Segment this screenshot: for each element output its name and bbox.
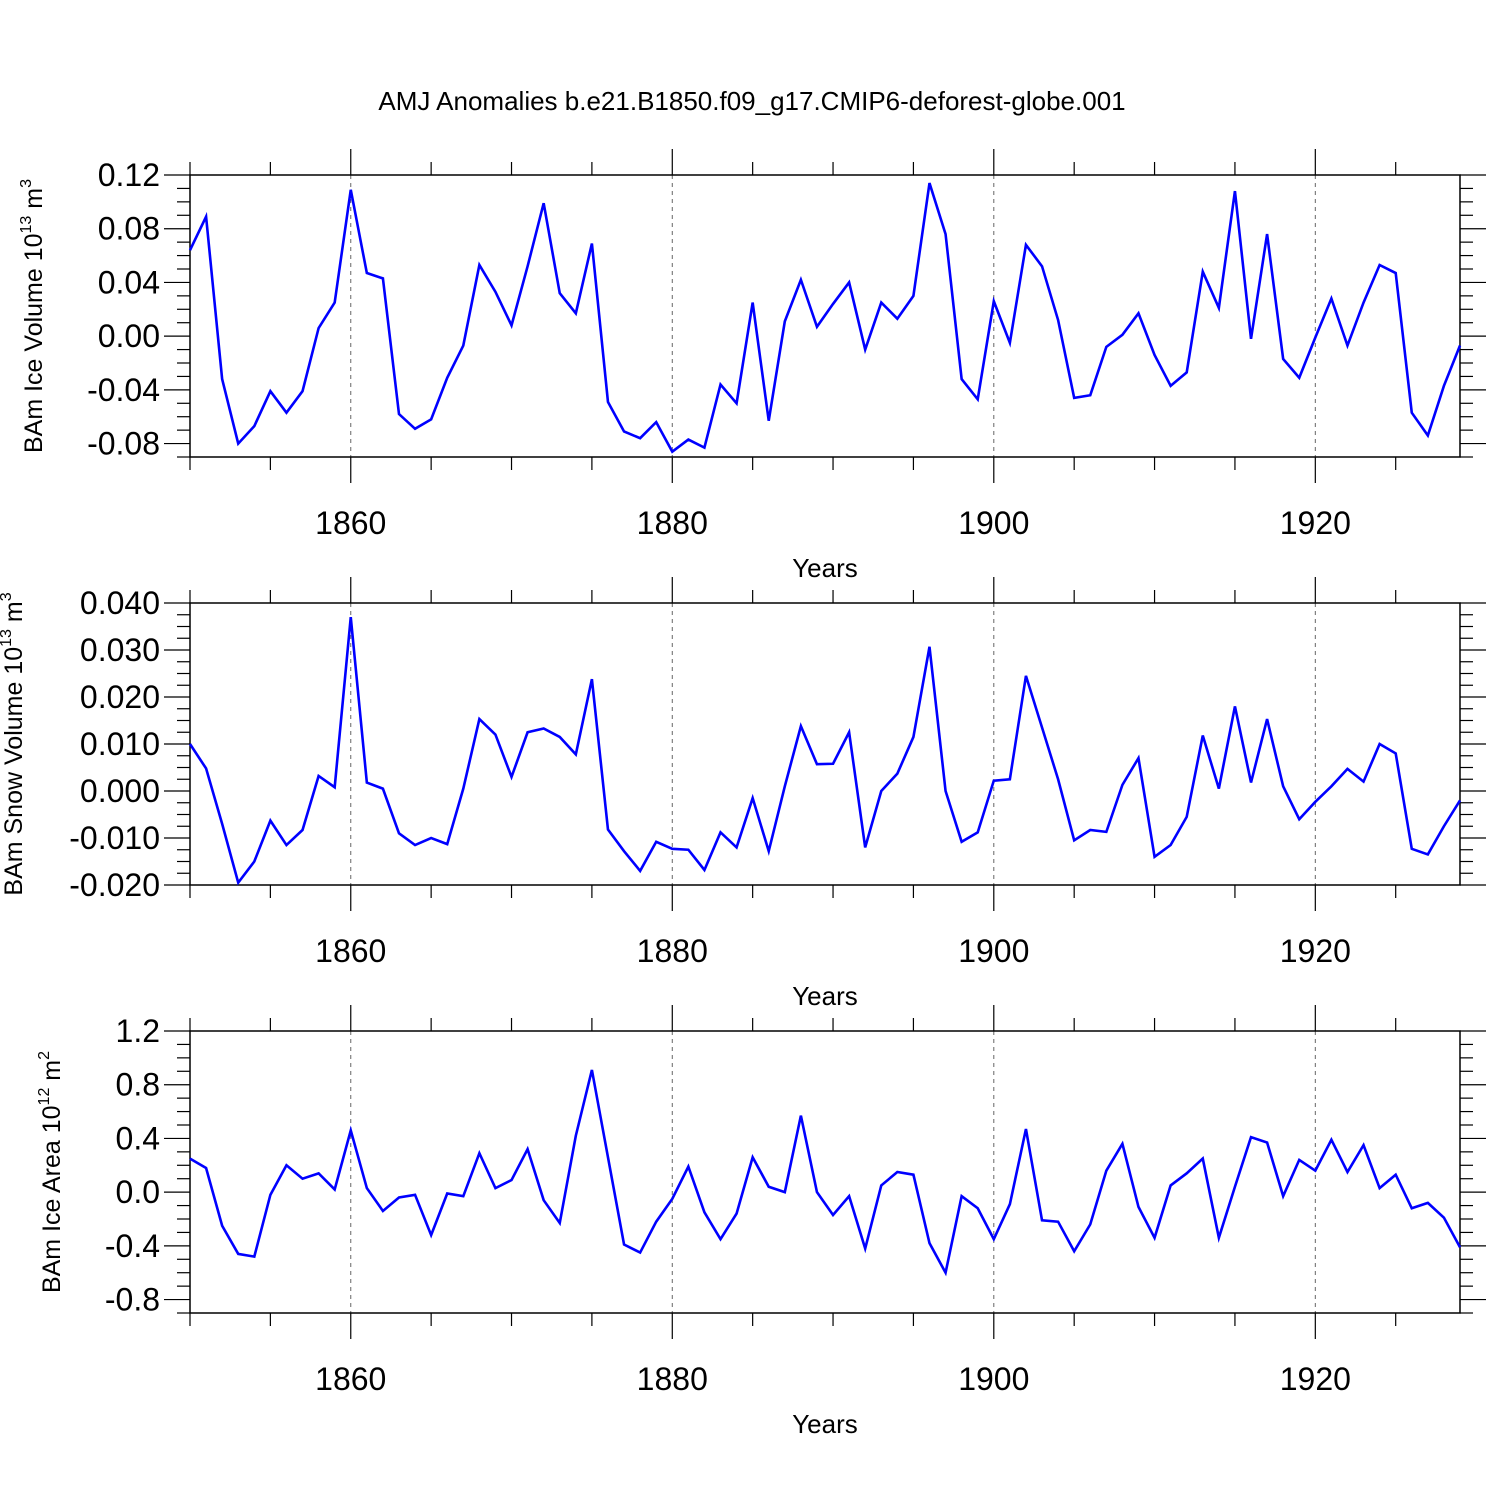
y-tick-label-1.2: 1.2 (116, 1013, 160, 1049)
y-tick-label--0.08: -0.08 (87, 426, 160, 462)
y-tick-label-0.04: 0.04 (98, 264, 160, 300)
x-tick-label-1880: 1880 (637, 1361, 708, 1397)
x-tick-label-1860: 1860 (315, 1361, 386, 1397)
x-tick-label-1920: 1920 (1280, 505, 1351, 541)
series-line-2 (188, 616, 1462, 886)
y-tick-label--0.010: -0.010 (69, 820, 160, 856)
y-tick-label--0.04: -0.04 (87, 372, 160, 408)
x-tick-label-1860: 1860 (315, 505, 386, 541)
plot-frame (189, 174, 1461, 458)
y-label-text: BAm Ice Volume 10 (20, 233, 48, 453)
y-tick-label-0.000: 0.000 (80, 773, 160, 809)
x-tick-label-1860: 1860 (315, 933, 386, 969)
y-tick-label-0.12: 0.12 (98, 157, 160, 193)
y-label-superscript: 12 (36, 1088, 53, 1106)
y-axis-label: BAm Ice Volume 1013 m3 (18, 179, 48, 453)
y-tick-label-0.020: 0.020 (80, 679, 160, 715)
x-tick-label-1900: 1900 (958, 1361, 1029, 1397)
x-axis-label: Years (792, 981, 858, 1011)
y-tick-label-0.0: 0.0 (116, 1174, 160, 1210)
y-tick-label-0.08: 0.08 (98, 211, 160, 247)
y-label-superscript: 3 (18, 179, 35, 188)
x-axis-label: Years (792, 553, 858, 583)
y-tick-label-0.040: 0.040 (80, 585, 160, 621)
panel-3: 1860 1880 1900 1920 -0.8 -0.4 0.0 0.4 0.8 1.2 Year… (36, 1005, 1486, 1439)
x-tick-label-1880: 1880 (637, 505, 708, 541)
y-label-text: m (0, 601, 28, 629)
y-label-superscript: 13 (18, 216, 35, 234)
panel-2: 1860 1880 1900 1920 -0.020 -0.010 0.000 0.010 0.… (0, 577, 1486, 1011)
plot-frame (189, 1030, 1461, 1314)
y-label-text: m (38, 1060, 66, 1088)
panels-container: 1860 1880 1900 1920 -0.08 -0.04 0.00 0.04 0.08 0.… (0, 149, 1486, 1439)
y-tick-label-0.010: 0.010 (80, 726, 160, 762)
y-tick-label-0.8: 0.8 (116, 1067, 160, 1103)
y-label-superscript: 3 (0, 592, 15, 601)
x-tick-label-1900: 1900 (958, 933, 1029, 969)
y-tick-label--0.8: -0.8 (105, 1282, 160, 1318)
x-tick-label-1880: 1880 (637, 933, 708, 969)
x-tick-label-1920: 1920 (1280, 1361, 1351, 1397)
y-tick-label-0.030: 0.030 (80, 632, 160, 668)
figure-title: AMJ Anomalies b.e21.B1850.f09_g17.CMIP6-… (378, 86, 1125, 116)
y-label-superscript: 13 (0, 629, 15, 647)
y-tick-label-0.00: 0.00 (98, 318, 160, 354)
y-label-text: BAm Ice Area 10 (38, 1105, 66, 1293)
y-label-superscript: 2 (36, 1051, 53, 1060)
y-tick-label-0.4: 0.4 (116, 1120, 160, 1156)
series-line-1 (188, 182, 1462, 454)
x-axis-label: Years (792, 1409, 858, 1439)
y-axis-label: BAm Ice Area 1012 m2 (36, 1051, 66, 1293)
y-label-text: BAm Snow Volume 10 (0, 647, 28, 896)
y-axis-label: BAm Snow Volume 1013 m3 (0, 592, 28, 895)
plot-frame (189, 602, 1461, 886)
panel-1: 1860 1880 1900 1920 -0.08 -0.04 0.00 0.04 0.08 0.… (18, 149, 1486, 583)
y-tick-label--0.4: -0.4 (105, 1228, 160, 1264)
y-tick-label--0.020: -0.020 (69, 867, 160, 903)
x-tick-label-1920: 1920 (1280, 933, 1351, 969)
y-label-text: m (20, 188, 48, 216)
series-line-3 (189, 1069, 1462, 1277)
x-tick-label-1900: 1900 (958, 505, 1029, 541)
